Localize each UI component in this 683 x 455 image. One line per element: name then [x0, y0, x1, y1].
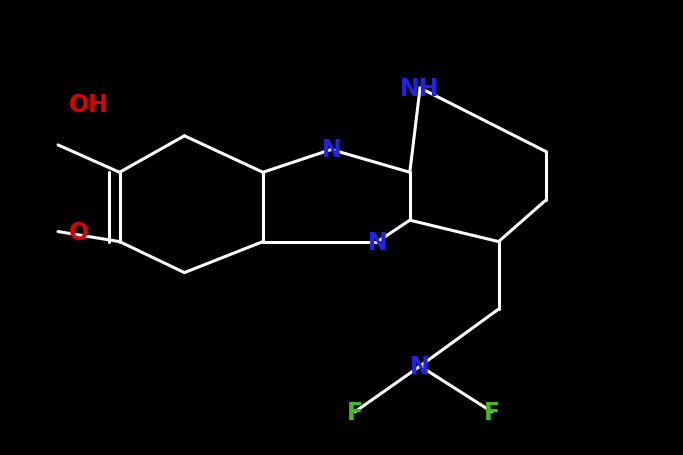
Text: NH: NH: [400, 77, 440, 101]
Text: N: N: [368, 230, 387, 254]
Text: F: F: [484, 400, 500, 424]
Text: F: F: [347, 400, 363, 424]
Text: OH: OH: [69, 93, 109, 116]
Text: O: O: [68, 220, 89, 244]
Text: N: N: [322, 138, 341, 162]
Text: N: N: [410, 354, 430, 378]
